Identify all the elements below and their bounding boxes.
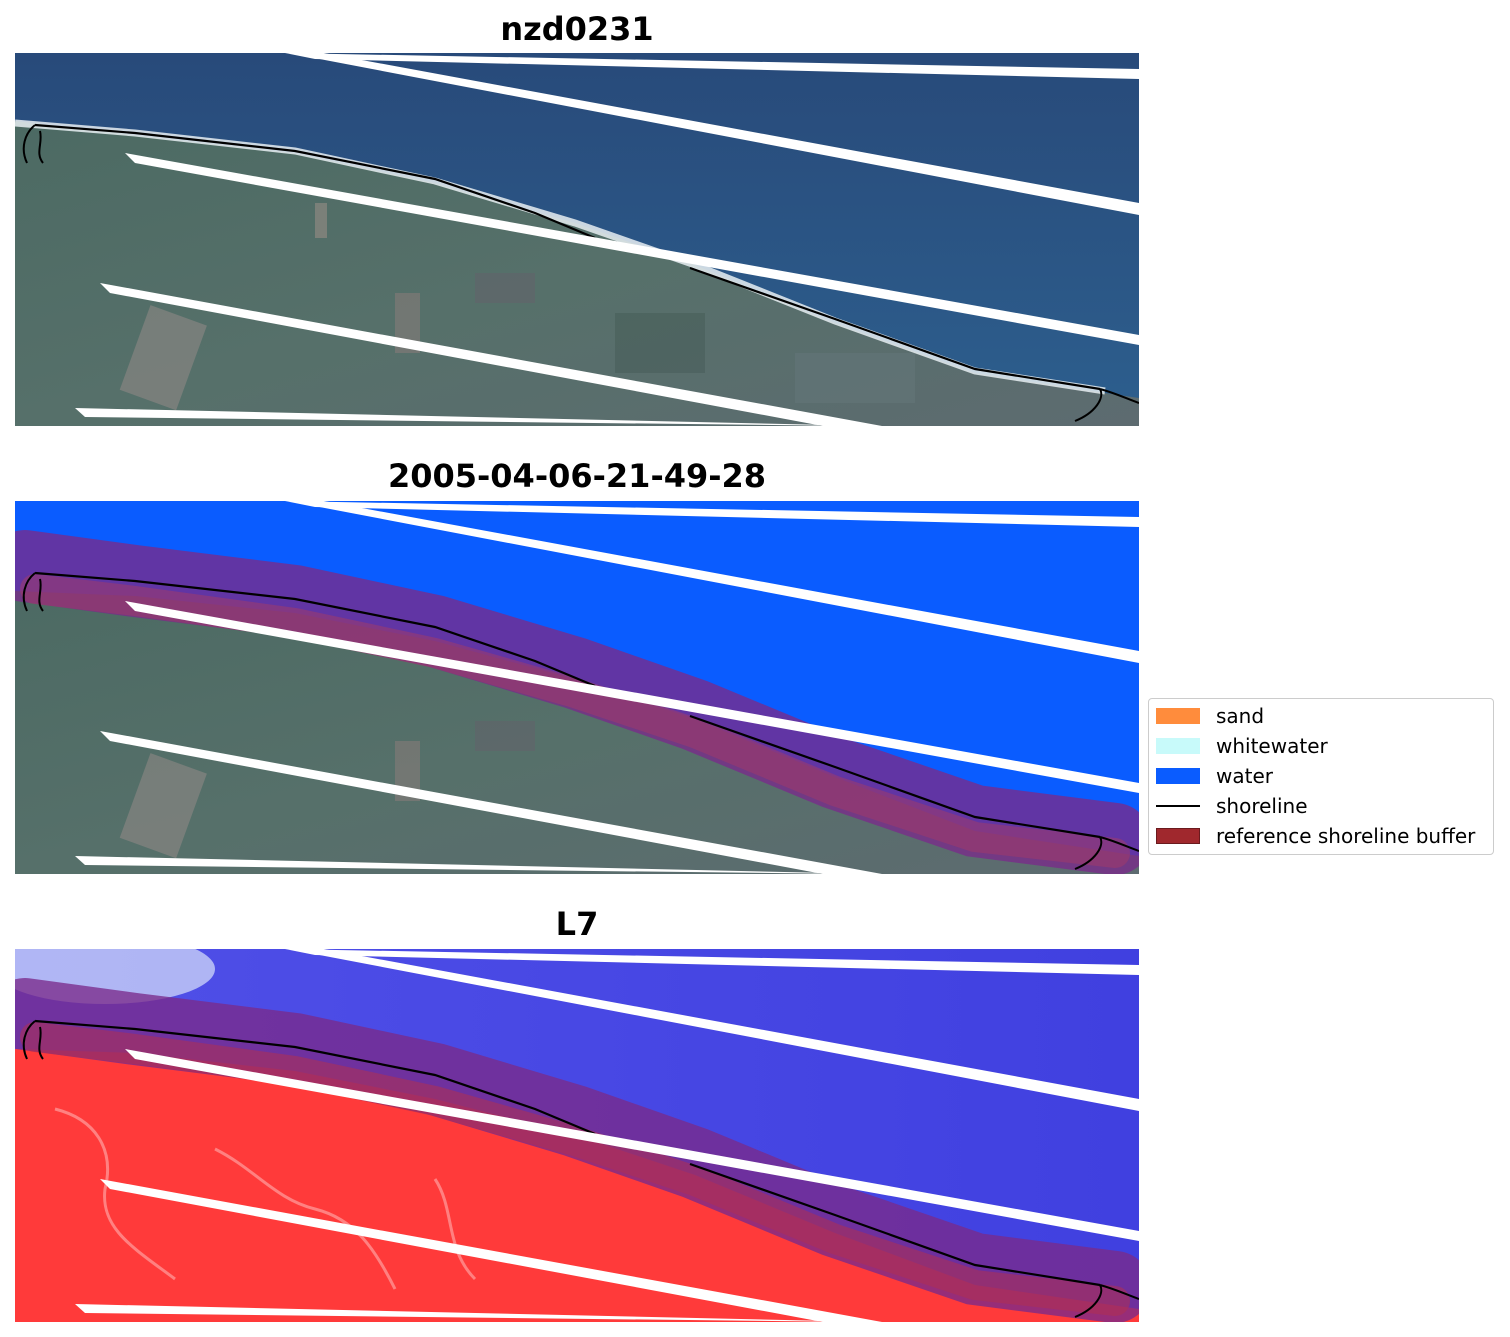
buffer-swatch [1156, 828, 1200, 844]
buffer-inner-band [20, 1022, 1130, 1316]
panel-title-classified: 2005-04-06-21-49-28 [387, 457, 767, 495]
buffer-inner-band [20, 574, 1130, 868]
whitewater-swatch [1156, 738, 1200, 754]
legend-item-whitewater: whitewater [1156, 734, 1328, 758]
sand-swatch [1156, 708, 1200, 724]
scan-line-gaps [75, 949, 1139, 1322]
index-image [15, 949, 1139, 1322]
legend: sand whitewater water shoreline referenc… [1148, 698, 1494, 855]
legend-item-sand: sand [1156, 704, 1264, 728]
shoreline-line [34, 1019, 1101, 1287]
legend-label: shoreline [1216, 794, 1308, 818]
legend-label: sand [1216, 704, 1265, 728]
rgb-satellite-image [15, 53, 1139, 426]
legend-label: water [1216, 764, 1273, 788]
shoreline-line-swatch [1156, 805, 1200, 807]
legend-label: reference shoreline buffer [1216, 824, 1476, 848]
classified-image-panel [15, 501, 1139, 874]
scan-line-gaps [75, 53, 1139, 426]
index-image-panel [15, 949, 1139, 1322]
shoreline-right-end [1074, 388, 1139, 422]
scan-line-gaps [75, 501, 1139, 874]
shoreline-line [34, 571, 1101, 839]
legend-item-shoreline: shoreline [1156, 794, 1308, 818]
land-area [15, 121, 1139, 426]
rgb-image-panel [15, 53, 1139, 426]
legend-item-buffer: reference shoreline buffer [1156, 824, 1475, 848]
legend-item-water: water [1156, 764, 1273, 788]
water-swatch [1156, 768, 1200, 784]
shoreline-left-end [22, 124, 44, 164]
classified-image [15, 501, 1139, 874]
panel-title-rgb: nzd0231 [500, 10, 654, 48]
panel-title-index: L7 [555, 905, 599, 943]
legend-label: whitewater [1216, 734, 1328, 758]
field-patches [119, 203, 915, 411]
river-channels [54, 1107, 477, 1290]
shoreline-line [34, 123, 1101, 391]
